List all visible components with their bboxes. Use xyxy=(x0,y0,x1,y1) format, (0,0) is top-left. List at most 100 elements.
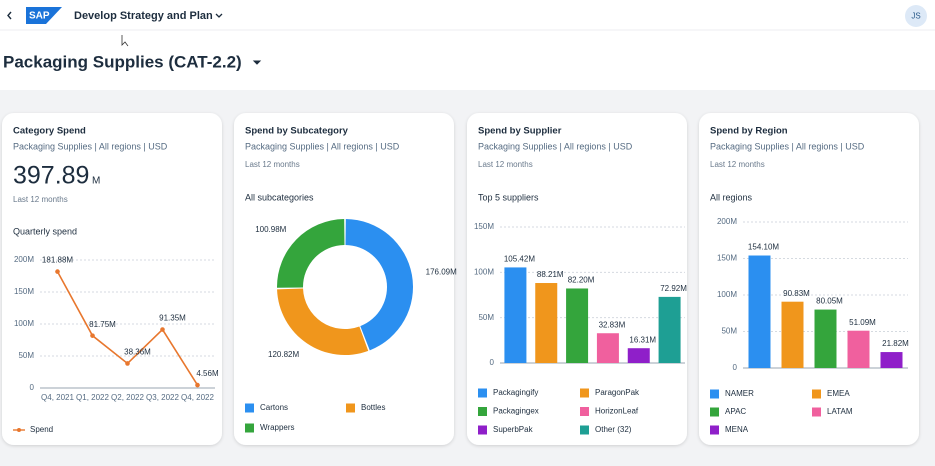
card[interactable] xyxy=(2,113,222,445)
y-tick-label: 100M xyxy=(717,290,737,299)
value-label: 38.36M xyxy=(124,348,151,357)
x-tick-label: Q1, 2022 xyxy=(76,393,109,402)
card-subtitle: Packaging Supplies | All regions | USD xyxy=(710,141,865,151)
value-label: 81.75M xyxy=(89,320,116,329)
legend-swatch xyxy=(580,388,589,398)
back-button[interactable] xyxy=(7,11,12,20)
legend-label[interactable]: EMEA xyxy=(827,389,850,398)
period: Last 12 months xyxy=(478,160,533,169)
donut-segment[interactable] xyxy=(277,288,369,356)
y-tick-label: 0 xyxy=(490,358,495,367)
legend-label[interactable]: Cartons xyxy=(260,403,288,412)
legend-label[interactable]: Bottles xyxy=(361,403,385,412)
value-label: 72.92M xyxy=(660,284,687,293)
point[interactable] xyxy=(195,382,200,388)
donut-segment[interactable] xyxy=(277,219,345,288)
legend-swatch xyxy=(812,407,821,417)
logo-text: SAP xyxy=(29,11,50,22)
value-label: 88.21M xyxy=(537,270,564,279)
bar[interactable] xyxy=(566,288,589,363)
y-tick-label: 150M xyxy=(14,287,34,296)
legend-label[interactable]: SuperbPak xyxy=(493,425,534,434)
avatar-initials: JS xyxy=(911,12,920,21)
legend-swatch xyxy=(580,425,589,435)
value-label: 154.10M xyxy=(748,243,779,252)
legend-swatch xyxy=(710,389,719,399)
y-tick-label: 50M xyxy=(478,313,494,322)
period: Last 12 months xyxy=(245,160,300,169)
legend-marker xyxy=(17,428,21,432)
value-label: 80.05M xyxy=(816,297,843,306)
legend-swatch xyxy=(812,389,821,399)
y-tick-label: 0 xyxy=(733,363,738,372)
bar[interactable] xyxy=(627,348,650,363)
card-subtitle: Packaging Supplies | All regions | USD xyxy=(478,141,633,151)
value-label: 51.09M xyxy=(849,318,876,327)
kpi-unit: M xyxy=(92,176,100,187)
value-label: 120.82M xyxy=(268,350,299,359)
bar[interactable] xyxy=(880,352,903,368)
y-tick-label: 0 xyxy=(30,383,35,392)
legend-label[interactable]: APAC xyxy=(725,407,746,416)
point[interactable] xyxy=(90,333,95,338)
app-menu-chevron[interactable] xyxy=(215,13,223,18)
value-label: 181.88M xyxy=(42,256,73,265)
legend-swatch xyxy=(346,403,355,413)
point[interactable] xyxy=(160,327,165,332)
value-label: 100.98M xyxy=(255,225,286,234)
card-title: Spend by Supplier xyxy=(478,126,562,137)
donut-segment[interactable] xyxy=(345,219,413,351)
page-title-menu[interactable] xyxy=(252,60,262,65)
app-title[interactable]: Develop Strategy and Plan xyxy=(74,10,213,22)
bar[interactable] xyxy=(535,283,558,363)
x-tick-label: Q3, 2022 xyxy=(146,393,179,402)
avatar[interactable] xyxy=(905,5,927,27)
card-title: Spend by Region xyxy=(710,126,788,137)
legend-swatch xyxy=(478,388,487,398)
kpi-value: 397.89 xyxy=(13,162,89,190)
card-subtitle: Packaging Supplies | All regions | USD xyxy=(245,141,400,151)
bar[interactable] xyxy=(781,301,804,368)
y-tick-label: 100M xyxy=(474,267,494,276)
legend-swatch xyxy=(478,425,487,435)
legend-label[interactable]: Spend xyxy=(30,425,53,434)
point[interactable] xyxy=(125,361,130,366)
card-subtitle: Packaging Supplies | All regions | USD xyxy=(13,141,168,151)
legend-label[interactable]: ParagonPak xyxy=(595,388,640,397)
bar[interactable] xyxy=(658,296,681,363)
logo xyxy=(26,7,62,24)
y-tick-label: 200M xyxy=(717,217,737,226)
legend-label[interactable]: Wrappers xyxy=(260,423,295,432)
x-tick-label: Q4, 2021 xyxy=(41,393,74,402)
bar[interactable] xyxy=(596,333,619,363)
value-label: 91.35M xyxy=(159,314,186,323)
chart-title: Top 5 suppliers xyxy=(478,192,539,202)
legend-label[interactable]: NAMER xyxy=(725,389,754,398)
bar[interactable] xyxy=(847,330,870,368)
page-title: Packaging Supplies (CAT-2.2) xyxy=(3,52,242,71)
bar[interactable] xyxy=(748,255,771,368)
bar[interactable] xyxy=(814,309,837,368)
legend-label[interactable]: HorizonLeaf xyxy=(595,407,639,416)
legend-swatch xyxy=(710,407,719,417)
chart-title: All subcategories xyxy=(245,192,314,202)
y-tick-label: 150M xyxy=(717,254,737,263)
cursor xyxy=(121,35,129,47)
x-tick-label: Q2, 2022 xyxy=(111,393,144,402)
chart-title: Quarterly spend xyxy=(13,226,77,236)
period: Last 12 months xyxy=(13,195,68,204)
bar[interactable] xyxy=(504,267,527,363)
y-tick-label: 150M xyxy=(474,222,494,231)
point[interactable] xyxy=(55,269,60,274)
value-label: 105.42M xyxy=(504,255,535,264)
legend-label[interactable]: LATAM xyxy=(827,407,853,416)
legend-label[interactable]: Packagingify xyxy=(493,388,538,397)
value-label: 4.56M xyxy=(196,369,219,378)
card[interactable] xyxy=(234,113,454,445)
value-label: 90.83M xyxy=(783,289,810,298)
y-tick-label: 100M xyxy=(14,319,34,328)
legend-label[interactable]: Other (32) xyxy=(595,425,632,434)
legend-label[interactable]: MENA xyxy=(725,425,749,434)
legend-label[interactable]: Packagingex xyxy=(493,407,539,416)
